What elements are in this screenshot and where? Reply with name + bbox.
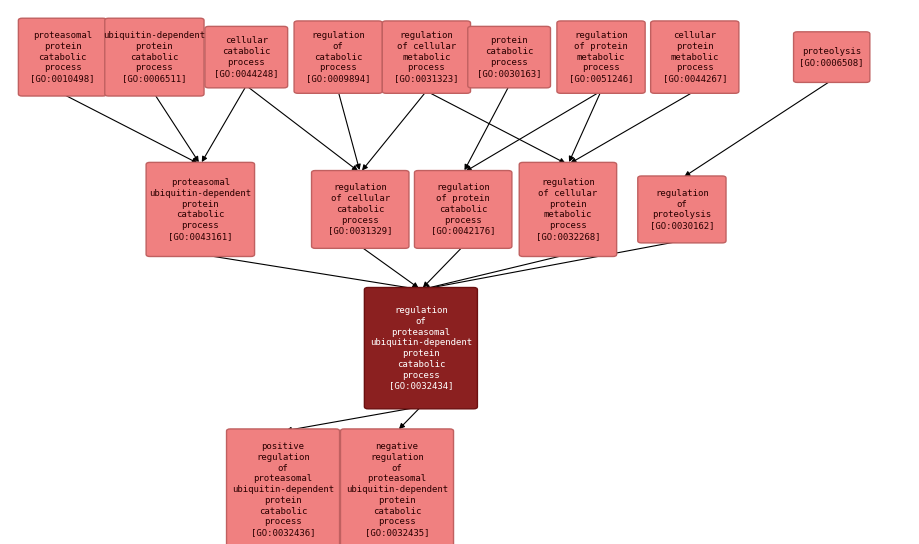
FancyBboxPatch shape <box>312 171 409 248</box>
Text: regulation
of
catabolic
process
[GO:0009894]: regulation of catabolic process [GO:0009… <box>306 31 370 83</box>
Text: regulation
of protein
catabolic
process
[GO:0042176]: regulation of protein catabolic process … <box>431 183 495 236</box>
Text: regulation
of
proteolysis
[GO:0030162]: regulation of proteolysis [GO:0030162] <box>650 189 714 230</box>
Text: positive
regulation
of
proteasomal
ubiquitin-dependent
protein
catabolic
process: positive regulation of proteasomal ubiqu… <box>232 442 335 537</box>
FancyBboxPatch shape <box>468 26 550 88</box>
FancyBboxPatch shape <box>651 21 739 94</box>
Text: cellular
catabolic
process
[GO:0044248]: cellular catabolic process [GO:0044248] <box>214 36 278 78</box>
FancyBboxPatch shape <box>794 32 869 82</box>
Text: proteolysis
[GO:0006508]: proteolysis [GO:0006508] <box>800 47 864 67</box>
Text: regulation
of
proteasomal
ubiquitin-dependent
protein
catabolic
process
[GO:0032: regulation of proteasomal ubiquitin-depe… <box>369 306 472 390</box>
Text: ubiquitin-dependent
protein
catabolic
process
[GO:0006511]: ubiquitin-dependent protein catabolic pr… <box>103 31 206 83</box>
Text: cellular
protein
metabolic
process
[GO:0044267]: cellular protein metabolic process [GO:0… <box>663 31 727 83</box>
FancyBboxPatch shape <box>18 18 107 96</box>
Text: regulation
of protein
metabolic
process
[GO:0051246]: regulation of protein metabolic process … <box>569 31 633 83</box>
Text: proteasomal
ubiquitin-dependent
protein
catabolic
process
[GO:0043161]: proteasomal ubiquitin-dependent protein … <box>149 178 252 241</box>
Text: proteasomal
protein
catabolic
process
[GO:0010498]: proteasomal protein catabolic process [G… <box>30 31 95 83</box>
Text: protein
catabolic
process
[GO:0030163]: protein catabolic process [GO:0030163] <box>477 36 541 78</box>
FancyBboxPatch shape <box>146 162 255 257</box>
FancyBboxPatch shape <box>226 429 340 544</box>
FancyBboxPatch shape <box>205 26 288 88</box>
FancyBboxPatch shape <box>364 287 478 409</box>
FancyBboxPatch shape <box>382 21 471 94</box>
Text: regulation
of cellular
metabolic
process
[GO:0031323]: regulation of cellular metabolic process… <box>394 31 459 83</box>
Text: regulation
of cellular
protein
metabolic
process
[GO:0032268]: regulation of cellular protein metabolic… <box>536 178 600 241</box>
FancyBboxPatch shape <box>294 21 382 94</box>
FancyBboxPatch shape <box>341 429 454 544</box>
FancyBboxPatch shape <box>519 162 617 257</box>
FancyBboxPatch shape <box>557 21 645 94</box>
Text: regulation
of cellular
catabolic
process
[GO:0031329]: regulation of cellular catabolic process… <box>328 183 392 236</box>
FancyBboxPatch shape <box>105 18 204 96</box>
FancyBboxPatch shape <box>414 171 512 248</box>
FancyBboxPatch shape <box>638 176 726 243</box>
Text: negative
regulation
of
proteasomal
ubiquitin-dependent
protein
catabolic
process: negative regulation of proteasomal ubiqu… <box>346 442 448 537</box>
